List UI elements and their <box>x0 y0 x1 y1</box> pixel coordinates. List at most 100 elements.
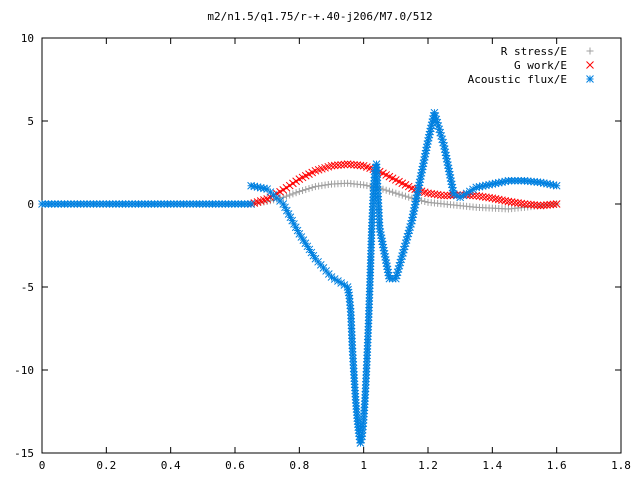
y-tick-label: -5 <box>21 281 34 294</box>
data-point <box>398 191 406 199</box>
data-point <box>539 201 548 210</box>
data-point <box>498 196 506 205</box>
plot-frame <box>41 37 622 454</box>
data-point <box>281 203 289 212</box>
data-point <box>472 191 481 200</box>
data-point <box>549 181 558 189</box>
data-point <box>356 161 365 170</box>
data-point <box>478 192 487 201</box>
data-point <box>392 189 400 197</box>
data-point <box>507 198 516 206</box>
axis-ticks: 0 0.2 0.4 0.6 0.8 1 1.2 1.4 1.6 1.8 -15 -10 -5 0 5 10 <box>14 32 631 472</box>
x-tick-label: 1.6 <box>547 459 567 472</box>
data-point <box>552 200 561 208</box>
data-point <box>282 192 290 200</box>
data-point <box>395 190 403 198</box>
x-tick-label: 0.4 <box>161 459 181 472</box>
data-point <box>401 192 409 200</box>
data-point <box>494 195 503 204</box>
legend-marker <box>586 75 594 83</box>
data-point <box>427 124 435 133</box>
data-point <box>405 193 413 201</box>
data-point <box>353 161 362 170</box>
data-point <box>527 200 535 209</box>
data-point <box>546 200 555 209</box>
data-point <box>299 187 307 195</box>
y-tick-label: -10 <box>14 364 34 377</box>
data-point <box>389 188 397 196</box>
data-point <box>475 192 484 201</box>
y-tick-label: 10 <box>21 32 34 45</box>
x-tick-label: 0.8 <box>289 459 309 472</box>
data-point <box>424 189 432 198</box>
series-layer <box>38 108 561 447</box>
data-point <box>533 201 542 210</box>
chart-title: m2/n1.5/q1.75/r-+.40-j206/M7.0/512 <box>207 10 432 23</box>
data-point <box>523 200 532 209</box>
data-point <box>343 160 352 169</box>
data-point <box>378 237 387 246</box>
x-tick-label: 1.8 <box>611 459 631 472</box>
data-point <box>530 201 539 209</box>
data-point <box>427 189 436 198</box>
data-point <box>520 200 529 208</box>
data-point <box>289 190 297 198</box>
legend-label: G work/E <box>514 59 567 72</box>
data-point <box>279 186 288 194</box>
data-point <box>305 185 313 193</box>
data-point <box>433 190 442 199</box>
x-tick-label: 0 <box>39 459 46 472</box>
data-point <box>443 191 452 200</box>
data-point <box>308 184 316 192</box>
data-point <box>282 183 291 192</box>
data-point <box>295 188 303 196</box>
data-point <box>491 195 500 203</box>
data-point <box>337 160 346 169</box>
data-point <box>504 197 513 206</box>
y-tick-label: 5 <box>27 115 34 128</box>
data-point <box>447 177 456 186</box>
data-point <box>536 201 545 210</box>
x-tick-label: 1.4 <box>482 459 502 472</box>
series-1 <box>247 160 561 210</box>
y-tick-label: -15 <box>14 447 34 460</box>
data-point <box>385 187 393 195</box>
series-2 <box>247 108 561 447</box>
legend-label: Acoustic flux/E <box>468 73 567 86</box>
data-point <box>302 186 310 194</box>
data-point <box>421 198 429 206</box>
data-point <box>292 177 300 186</box>
x-tick-label: 1 <box>360 459 367 472</box>
x-tick-label: 0.6 <box>225 459 245 472</box>
data-point <box>488 194 497 203</box>
data-point <box>422 146 430 155</box>
x-tick-label: 0.2 <box>96 459 116 472</box>
data-point <box>330 161 339 170</box>
data-point <box>289 179 297 188</box>
data-point <box>444 161 452 170</box>
data-point <box>469 191 477 200</box>
data-point <box>340 160 349 169</box>
data-point <box>382 186 390 194</box>
data-point <box>549 200 558 209</box>
y-tick-label: 0 <box>27 198 34 211</box>
data-point <box>327 161 336 170</box>
x-tick-label: 1.2 <box>418 459 438 472</box>
data-point <box>292 189 300 197</box>
data-point <box>285 181 294 190</box>
data-point <box>543 201 551 209</box>
data-point <box>334 161 342 170</box>
data-point <box>360 181 368 189</box>
data-point <box>501 196 510 205</box>
legend-label: R stress/E <box>501 45 567 58</box>
data-point <box>482 193 490 202</box>
data-point <box>510 198 519 207</box>
data-point <box>485 193 493 202</box>
data-point <box>514 199 522 207</box>
data-point <box>346 160 355 169</box>
data-point <box>286 191 294 199</box>
legend-marker <box>586 61 594 69</box>
series-3 <box>38 200 255 208</box>
data-point <box>437 191 445 200</box>
